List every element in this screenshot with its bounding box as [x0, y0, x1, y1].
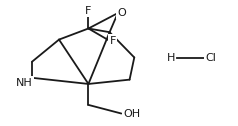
- Text: F: F: [85, 6, 92, 16]
- Text: H: H: [167, 53, 175, 63]
- Text: F: F: [109, 36, 116, 46]
- Text: O: O: [118, 8, 127, 18]
- Text: NH: NH: [15, 78, 32, 88]
- Text: OH: OH: [124, 108, 141, 119]
- Text: Cl: Cl: [205, 53, 216, 63]
